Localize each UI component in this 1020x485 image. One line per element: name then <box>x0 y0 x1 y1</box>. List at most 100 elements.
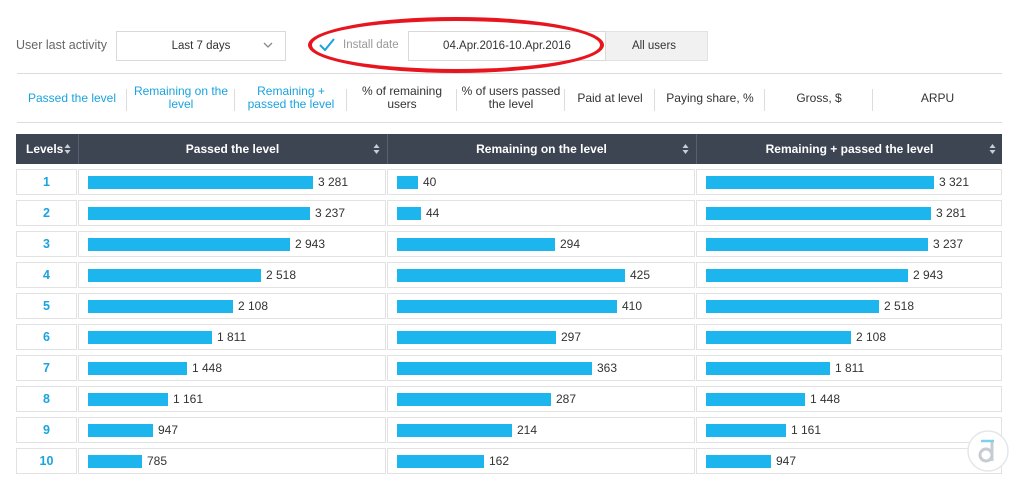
level-number[interactable]: 1 <box>16 169 77 195</box>
tab-metric[interactable]: % of remaining users <box>347 74 457 122</box>
level-number[interactable]: 4 <box>16 262 77 288</box>
table-cell: 363 <box>387 355 695 381</box>
tab-divider <box>654 89 655 111</box>
tab-divider <box>234 89 235 111</box>
bar-remaining-passed <box>706 300 879 313</box>
tab-divider <box>346 89 347 111</box>
table-header: Levels Passed the level Remaining on the… <box>16 134 1002 164</box>
period-select[interactable]: Last 7 days <box>116 31 286 61</box>
table-row: 5 2 108 410 2 518 <box>16 293 1002 319</box>
tab-divider <box>764 89 765 111</box>
install-date-label: Install date <box>343 39 399 51</box>
value-passed: 1 811 <box>217 330 247 344</box>
tab-label: Gross, $ <box>796 90 842 105</box>
value-remaining-passed: 1 811 <box>835 361 865 375</box>
tab-label: Remaining on the level <box>133 84 229 111</box>
table-cell: 294 <box>387 231 695 257</box>
bar-remaining-passed <box>706 269 908 282</box>
level-number[interactable]: 8 <box>16 386 77 412</box>
bar-passed <box>88 455 142 468</box>
value-remaining-passed: 3 281 <box>936 206 967 220</box>
value-remaining-passed: 1 161 <box>791 423 822 437</box>
table-cell: 410 <box>387 293 695 319</box>
chevron-down-icon <box>263 42 273 48</box>
value-remaining: 297 <box>561 330 582 344</box>
column-header-label: Remaining + passed the level <box>765 142 934 156</box>
table-cell: 947 <box>78 417 386 443</box>
tab-metric[interactable]: Remaining + passed the level <box>235 74 347 122</box>
table-cell: 1 811 <box>696 355 1002 381</box>
tab-metric[interactable]: % of users passed the level <box>457 74 565 122</box>
bar-remaining <box>397 300 617 313</box>
column-header-remaining[interactable]: Remaining on the level <box>387 134 695 164</box>
column-header-levels[interactable]: Levels <box>16 134 77 164</box>
bar-remaining <box>397 269 625 282</box>
tab-metric[interactable]: Passed the level <box>17 74 127 122</box>
table-row: 2 3 237 44 3 281 <box>16 200 1002 226</box>
tab-label: Remaining + passed the level <box>247 84 335 111</box>
tab-metric[interactable]: ARPU <box>873 74 1002 122</box>
bar-passed <box>88 238 290 251</box>
bar-remaining-passed <box>706 393 805 406</box>
value-passed: 2 943 <box>295 237 326 251</box>
table-cell: 425 <box>387 262 695 288</box>
value-remaining: 162 <box>489 454 510 468</box>
bar-passed <box>88 362 187 375</box>
tab-label: % of remaining users <box>361 84 443 111</box>
bar-remaining-passed <box>706 424 786 437</box>
table-cell: 3 321 <box>696 169 1002 195</box>
table-cell: 40 <box>387 169 695 195</box>
level-number[interactable]: 3 <box>16 231 77 257</box>
table-cell: 44 <box>387 200 695 226</box>
level-number[interactable]: 5 <box>16 293 77 319</box>
tab-divider <box>564 89 565 111</box>
level-number[interactable]: 6 <box>16 324 77 350</box>
value-remaining: 410 <box>622 299 643 313</box>
column-header-label: Passed the level <box>185 142 280 156</box>
table-row: 6 1 811 297 2 108 <box>16 324 1002 350</box>
value-remaining-passed: 947 <box>776 454 797 468</box>
value-remaining: 425 <box>630 268 651 282</box>
column-header-label: Remaining on the level <box>476 142 607 156</box>
table-cell: 2 518 <box>696 293 1002 319</box>
users-value: All users <box>631 40 677 52</box>
bar-passed <box>88 424 153 437</box>
users-select[interactable]: All users <box>600 31 708 61</box>
value-passed: 3 237 <box>315 206 346 220</box>
metric-tabs: Passed the level Remaining on the level Re… <box>17 73 1002 123</box>
value-passed: 2 518 <box>266 268 297 282</box>
table-row: 9 947 214 1 161 <box>16 417 1002 443</box>
date-range-picker[interactable]: 04.Apr.2016-10.Apr.2016 <box>408 31 606 61</box>
devtodev-logo-icon <box>967 430 1009 472</box>
level-number[interactable]: 2 <box>16 200 77 226</box>
table-cell: 3 237 <box>696 231 1002 257</box>
table-cell: 2 518 <box>78 262 386 288</box>
tab-metric[interactable]: Paid at level <box>565 74 655 122</box>
tab-divider <box>872 89 873 111</box>
tab-metric[interactable]: Remaining on the level <box>127 74 235 122</box>
bar-passed <box>88 176 313 189</box>
table-cell: 297 <box>387 324 695 350</box>
level-number[interactable]: 10 <box>16 448 77 474</box>
table-row: 7 1 448 363 1 811 <box>16 355 1002 381</box>
value-remaining: 44 <box>426 206 440 220</box>
value-remaining-passed: 3 321 <box>939 175 970 189</box>
bar-passed <box>88 393 168 406</box>
table-cell: 287 <box>387 386 695 412</box>
table-cell: 1 811 <box>78 324 386 350</box>
bar-passed <box>88 331 212 344</box>
install-date-checkbox[interactable]: Install date <box>318 37 399 53</box>
level-number[interactable]: 9 <box>16 417 77 443</box>
column-header-remaining-passed[interactable]: Remaining + passed the level <box>696 134 1002 164</box>
value-remaining-passed: 3 237 <box>933 237 964 251</box>
tab-metric[interactable]: Gross, $ <box>765 74 873 122</box>
table-cell: 3 281 <box>78 169 386 195</box>
level-number[interactable]: 7 <box>16 355 77 381</box>
bar-remaining-passed <box>706 176 934 189</box>
sort-arrows-icon <box>64 144 71 154</box>
checkmark-icon <box>319 38 335 52</box>
bar-passed <box>88 207 310 220</box>
table-cell: 2 943 <box>78 231 386 257</box>
column-header-passed[interactable]: Passed the level <box>78 134 386 164</box>
tab-metric[interactable]: Paying share, % <box>655 74 765 122</box>
